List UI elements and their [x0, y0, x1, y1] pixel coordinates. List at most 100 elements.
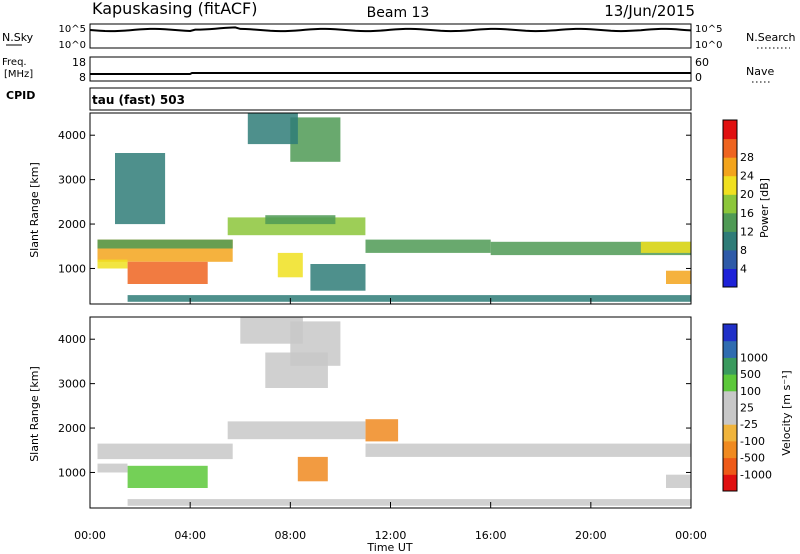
vel-colorbar-tick-label-0: -1000	[740, 468, 772, 481]
power-cells-region-3	[97, 239, 233, 249]
velocity-cells	[97, 317, 692, 506]
vel-colorbar-tick-label-3: -25	[740, 418, 758, 431]
time-tick-label-3: 12:00	[375, 529, 407, 542]
vel-cells-region-8	[365, 419, 399, 442]
vel-colorbar-tick-label-6: 500	[740, 368, 761, 381]
vel-colorbar-tick-label-5: 100	[740, 385, 761, 398]
time-x-label: Time UT	[366, 541, 412, 554]
power-cells-region-5	[265, 215, 336, 225]
power-colorbar-tick-label-4: 20	[740, 188, 754, 201]
power-colorbar-swatch-5	[723, 175, 737, 195]
freq-left-label-1: Freq.	[2, 57, 27, 68]
power-cells-region-11	[115, 153, 166, 225]
power-colorbar: 4 8 12 16 20 24 28	[722, 119, 754, 288]
freq-right-tick-high: 60	[695, 56, 709, 69]
vel-colorbar-swatch-1	[723, 457, 737, 475]
power-colorbar-tick-label-2: 12	[740, 225, 754, 238]
noise-right-tick-low: 10^0	[695, 40, 722, 51]
power-cells-region-15	[666, 270, 691, 284]
vel-colorbar-tick-label-2: -100	[740, 435, 765, 448]
power-colorbar-swatch-7	[723, 138, 737, 158]
power-cells-region-13	[277, 252, 303, 278]
vel-colorbar-swatch-3	[723, 424, 737, 442]
time-x-axis: 00:00 04:00 08:00 12:00 16:00 20:00 00:00	[74, 298, 707, 542]
velocity-y-axis: 1000 2000 3000 4000	[58, 333, 691, 479]
vel-yaxis-tick-label-1: 2000	[58, 422, 86, 435]
vel-cells-region-9	[297, 456, 328, 482]
vel-cells-region-3	[227, 421, 366, 440]
power-yaxis-tick-label-0: 1000	[58, 262, 86, 275]
velocity-colorbar: -1000 -500 -100 -25 25 100 500 1000	[722, 323, 772, 492]
time-tick-label-2: 08:00	[274, 529, 306, 542]
noise-panel-frame	[89, 23, 692, 49]
power-colorbar-swatch-0	[723, 268, 737, 288]
noise-right-label: N.Search	[746, 31, 796, 44]
vel-colorbar-tick-label-1: -500	[740, 452, 765, 465]
freq-right-tick-low: 0	[695, 71, 702, 84]
vel-colorbar-swatch-0	[723, 474, 737, 492]
vel-colorbar-swatch-9	[723, 324, 737, 342]
power-colorbar-tick-label-6: 28	[740, 151, 754, 164]
site-title: Kapuskasing (fitACF)	[92, 0, 257, 18]
vel-colorbar-swatch-4	[723, 407, 737, 425]
power-cells-region-10	[247, 113, 298, 145]
vel-cells-region-4	[365, 443, 691, 457]
power-colorbar-swatch-1	[723, 249, 737, 269]
vel-colorbar-swatch-8	[723, 340, 737, 358]
vel-cells-region-11	[127, 499, 692, 506]
power-y-label: Slant Range [km]	[28, 162, 41, 258]
power-cells-region-8	[640, 241, 691, 253]
vel-yaxis-tick-label-2: 3000	[58, 378, 86, 391]
freq-left-label-2: [MHz]	[4, 69, 33, 80]
vel-cells-region-7	[290, 321, 341, 366]
vel-cells-region-0	[97, 443, 233, 460]
noise-left-tick-low: 10^0	[59, 40, 86, 51]
vel-colorbar-swatch-2	[723, 440, 737, 459]
time-tick-label-4: 16:00	[475, 529, 507, 542]
vel-colorbar-swatch-6	[723, 374, 737, 392]
vel-cells-region-2	[97, 463, 128, 473]
power-colorbar-tick-label-0: 4	[740, 262, 747, 275]
noise-left-tick-high: 10^5	[59, 24, 86, 35]
date-label: 13/Jun/2015	[604, 2, 695, 20]
vel-cells-region-10	[666, 474, 691, 488]
frequency-panel: Freq. [MHz] 18 8 60 0 Nave	[2, 56, 774, 84]
power-y-axis: 1000 2000 3000 4000	[58, 129, 691, 275]
vel-yaxis-tick-label-3: 4000	[58, 333, 86, 346]
time-tick-label-6: 00:00	[675, 529, 707, 542]
vel-yaxis-tick-label-0: 1000	[58, 466, 86, 479]
power-colorbar-frame	[722, 119, 738, 288]
noise-sky-line	[89, 26, 692, 33]
time-tick-label-1: 04:00	[174, 529, 206, 542]
power-cells-region-1	[127, 261, 208, 284]
power-cells-region-9	[290, 117, 341, 162]
power-cells-region-2	[97, 259, 128, 269]
cpid-value: tau (fast) 503	[92, 93, 185, 107]
vel-colorbar-swatch-5	[723, 390, 737, 408]
frequency-line	[90, 72, 691, 75]
time-tick-label-0: 00:00	[74, 529, 106, 542]
power-colorbar-swatch-3	[723, 212, 737, 232]
vel-colorbar-tick-label-4: 25	[740, 402, 754, 415]
vel-colorbar-swatch-7	[723, 357, 737, 375]
cpid-label: CPID	[6, 89, 35, 102]
noise-left-label: N.Sky	[2, 31, 34, 44]
freq-left-tick-low: 8	[79, 71, 86, 84]
power-yaxis-tick-label-2: 3000	[58, 174, 86, 187]
beam-label: Beam 13	[367, 5, 430, 21]
vel-cells-region-1	[127, 465, 208, 488]
vel-colorbar-frame	[722, 323, 738, 492]
power-colorbar-tick-label-3: 16	[740, 207, 754, 220]
power-colorbar-swatch-4	[723, 194, 737, 214]
power-cells-region-14	[127, 295, 692, 302]
cpid-panel-frame	[89, 87, 692, 111]
power-colorbar-swatch-8	[723, 120, 737, 140]
power-panel: 1000 2000 3000 4000 Slant Range [km] 4 8 12 16…	[28, 112, 771, 305]
power-colorbar-swatch-6	[723, 157, 737, 177]
power-cells-region-6	[365, 239, 491, 253]
power-yaxis-tick-label-1: 2000	[58, 218, 86, 231]
power-cells	[97, 113, 692, 302]
frequency-panel-frame	[89, 56, 692, 82]
